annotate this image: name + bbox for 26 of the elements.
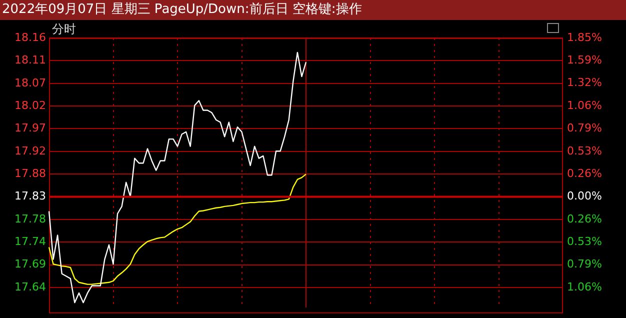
y2-tick-label: 0.00%	[567, 190, 602, 203]
y2-tick-label: 0.53%	[567, 235, 602, 248]
y-tick-label: 17.69	[14, 258, 46, 271]
y-tick-label: 17.97	[14, 122, 46, 135]
y-tick-label: 17.74	[14, 235, 46, 248]
y-tick-label: 18.11	[14, 54, 46, 67]
chart-subtitle: 分时	[52, 21, 76, 37]
y-tick-label: 18.02	[14, 98, 46, 112]
y-tick-label: 17.64	[14, 280, 46, 294]
y2-tick-label: 0.26%	[567, 166, 602, 180]
y2-tick-label: 0.26%	[567, 212, 602, 226]
y2-tick-label: 0.79%	[567, 122, 602, 135]
y2-tick-label: 1.06%	[567, 98, 602, 112]
y-tick-label: 18.16	[14, 30, 46, 44]
y2-tick-label: 1.85%	[567, 30, 602, 44]
y2-tick-label: 0.53%	[567, 144, 602, 158]
y-tick-label: 17.83	[14, 190, 46, 203]
chart-title: 2022年09月07日 星期三 PageUp/Down:前后日 空格键:操作	[0, 0, 626, 20]
y2-tick-label: 1.06%	[567, 280, 602, 294]
y-tick-label: 17.88	[14, 166, 46, 180]
y2-tick-label: 1.32%	[567, 76, 602, 90]
y2-tick-label: 0.79%	[567, 258, 602, 271]
y-tick-label: 17.78	[14, 212, 46, 226]
y2-tick-label: 1.59%	[567, 54, 602, 67]
y-tick-label: 17.92	[14, 144, 46, 158]
y-tick-label: 18.07	[14, 76, 46, 90]
